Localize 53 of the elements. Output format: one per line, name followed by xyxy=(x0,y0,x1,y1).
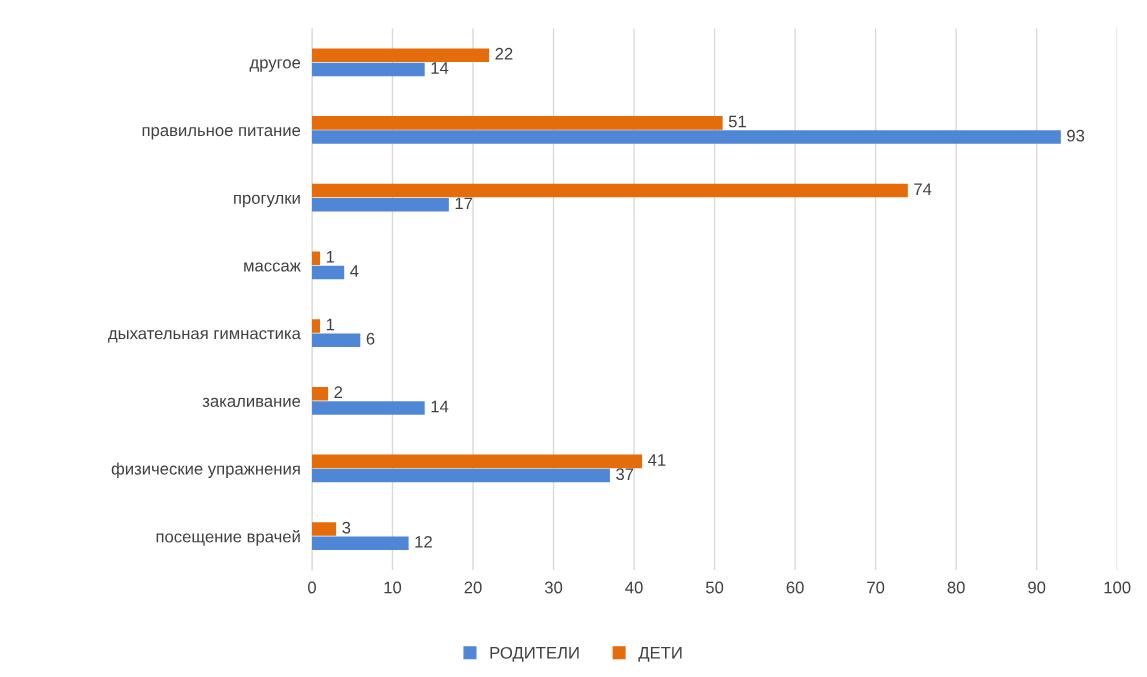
x-tick-label: 20 xyxy=(464,581,482,594)
bar xyxy=(311,183,908,198)
data-label: 6 xyxy=(366,332,375,345)
bar xyxy=(311,386,329,401)
data-label: 12 xyxy=(415,535,432,548)
bar xyxy=(311,130,1061,144)
bar xyxy=(311,198,449,212)
data-label: 93 xyxy=(1067,129,1085,142)
y-tick-label: физические упражнения xyxy=(111,462,300,478)
data-label: 14 xyxy=(431,62,449,74)
y-tick-label: посещение врачей xyxy=(156,530,300,546)
bar xyxy=(311,401,425,415)
data-label: 3 xyxy=(342,521,351,534)
legend-label: РОДИТЕЛИ xyxy=(490,646,579,662)
x-tick-label: 100 xyxy=(1104,581,1131,594)
bar xyxy=(311,468,610,483)
bar xyxy=(311,333,361,347)
x-tick-label: 50 xyxy=(705,581,724,594)
x-tick-label: 40 xyxy=(625,581,643,594)
y-tick-label: прогулки xyxy=(234,194,300,208)
legend-label: ДЕТИ xyxy=(638,647,682,662)
data-label: 37 xyxy=(616,468,634,481)
bar xyxy=(311,116,723,130)
data-label: 1 xyxy=(326,318,335,331)
data-label: 1 xyxy=(326,251,335,263)
bar xyxy=(311,522,337,536)
data-label: 2 xyxy=(334,386,343,398)
x-tick-label: 80 xyxy=(947,581,965,594)
x-tick-label: 90 xyxy=(1028,581,1046,594)
x-tick-label: 30 xyxy=(544,581,563,594)
y-tick-label: дыхательная гимнастика xyxy=(108,330,301,343)
data-label: 4 xyxy=(350,265,359,277)
y-tick-label: другое xyxy=(249,59,301,72)
data-label: 74 xyxy=(914,183,932,195)
y-tick-label: закаливание xyxy=(202,397,301,407)
bar xyxy=(311,265,345,280)
bar xyxy=(311,251,321,266)
x-tick-label: 0 xyxy=(308,581,316,594)
data-label: 14 xyxy=(431,400,449,413)
data-label: 22 xyxy=(495,47,513,60)
bar xyxy=(311,48,490,62)
bar xyxy=(311,62,425,77)
bar xyxy=(311,536,409,551)
x-tick-label: 70 xyxy=(867,581,885,594)
x-tick-label: 60 xyxy=(786,581,804,594)
bar xyxy=(311,454,643,469)
y-tick-label: правильное питание xyxy=(142,127,301,140)
data-label: 41 xyxy=(648,454,666,466)
data-label: 51 xyxy=(728,115,746,128)
y-tick-label: массаж xyxy=(244,262,301,272)
x-tick-label: 10 xyxy=(384,581,402,594)
data-label: 17 xyxy=(455,197,473,210)
bar xyxy=(311,319,321,333)
